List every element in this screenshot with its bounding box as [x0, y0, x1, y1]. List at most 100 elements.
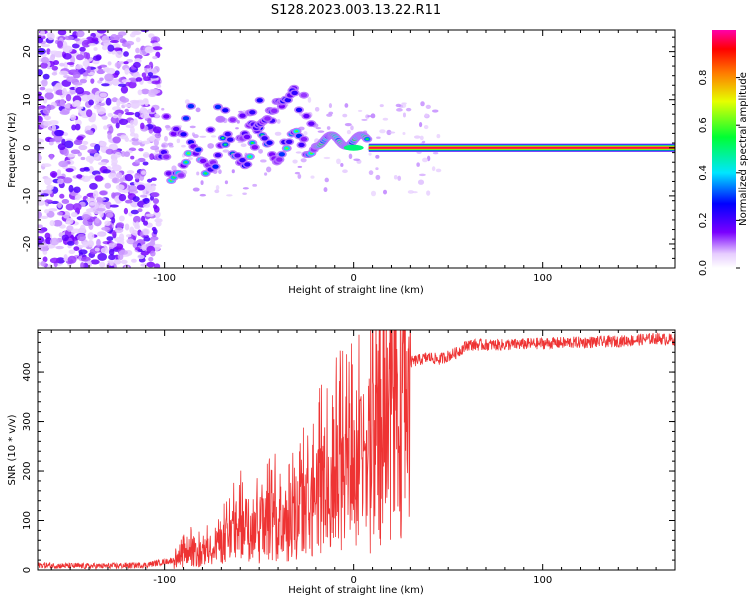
- heatmap-cell: [44, 92, 54, 100]
- heatmap-cell: [423, 125, 429, 130]
- heatmap-cell: [70, 55, 76, 64]
- heatmap-cell: [140, 263, 149, 267]
- heatmap-cell: [81, 175, 91, 182]
- heatmap-cell: [70, 149, 81, 155]
- heatmap-cell: [207, 127, 214, 133]
- heatmap-cell: [57, 211, 63, 216]
- heatmap-cell: [147, 118, 152, 125]
- heatmap-cell: [336, 158, 341, 165]
- heatmap-cell: [106, 212, 114, 218]
- heatmap-cell: [137, 89, 143, 96]
- heatmap-cell: [108, 125, 114, 134]
- heatmap-cell: [342, 169, 348, 174]
- heatmap-cell: [115, 184, 125, 191]
- heatmap-cell: [58, 232, 64, 238]
- colorbar-tick-label: 0.4: [698, 165, 709, 181]
- heatmap-cell: [393, 175, 398, 180]
- heatmap-cell: [163, 154, 170, 160]
- heatmap-cell: [44, 115, 52, 120]
- heatmap-cell: [295, 130, 299, 133]
- heatmap-cell: [121, 79, 131, 83]
- heatmap-cell: [150, 88, 161, 94]
- heatmap-cell: [117, 83, 127, 87]
- heatmap-cell: [102, 169, 111, 174]
- heatmap-cell: [74, 196, 80, 201]
- heatmap-cell: [125, 199, 133, 204]
- heatmap-cell: [137, 254, 145, 260]
- heatmap-cell: [125, 112, 135, 116]
- y-tick-label: 20: [22, 45, 33, 58]
- heatmap-cell: [67, 255, 77, 264]
- snr-panel: -100 0 100 0 100 200 300 400 Height of straight…: [7, 329, 676, 596]
- heatmap-cell: [57, 176, 66, 180]
- heatmap-cell: [148, 256, 154, 262]
- heatmap-cell: [218, 169, 222, 175]
- heatmap-cell: [151, 226, 157, 232]
- heatmap-cell: [53, 60, 60, 66]
- heatmap-cell: [107, 112, 113, 118]
- heatmap-cell: [82, 241, 89, 248]
- heatmap-cell: [39, 86, 46, 91]
- heatmap-cell: [149, 239, 156, 247]
- heatmap-cell: [395, 103, 402, 108]
- snr-series-line: [38, 330, 675, 570]
- heatmap-cell: [210, 135, 217, 138]
- heatmap-cell: [432, 151, 439, 155]
- heatmap-cell: [90, 78, 95, 84]
- heatmap-cell: [142, 76, 151, 82]
- heatmap-cell: [140, 170, 147, 175]
- heatmap-cell: [214, 104, 222, 110]
- heatmap-cell: [81, 94, 90, 102]
- heatmap-cell: [229, 117, 236, 123]
- heatmap-cell: [324, 177, 329, 183]
- heatmap-cell: [129, 119, 135, 126]
- heatmap-cell: [234, 153, 241, 158]
- snr-frame: [37, 329, 676, 571]
- heatmap-cell: [81, 39, 91, 48]
- heatmap-cell: [134, 111, 141, 118]
- heatmap-cell: [187, 157, 193, 160]
- heatmap-cell: [135, 37, 141, 43]
- heatmap-cell: [40, 62, 48, 69]
- heatmap-cell: [256, 98, 263, 103]
- heatmap-cell: [124, 137, 130, 143]
- colorbar-tick-label: 0.0: [698, 260, 709, 276]
- heatmap-cell: [417, 179, 425, 185]
- heatmap-cell: [416, 162, 420, 167]
- heatmap-cell: [76, 106, 84, 110]
- heatmap-cell: [137, 208, 143, 213]
- heatmap-cell: [115, 50, 123, 59]
- heatmap-cell: [177, 173, 185, 178]
- heatmap-cell: [215, 185, 220, 191]
- heatmap-cell: [43, 120, 52, 127]
- heatmap-cell: [160, 149, 168, 155]
- heatmap-cell: [38, 138, 43, 143]
- heatmap-cell: [52, 219, 63, 227]
- heatmap-cell: [195, 147, 202, 152]
- heatmap-cell: [80, 256, 91, 262]
- heatmap-cell: [326, 113, 333, 117]
- x-tick-label: 100: [533, 273, 552, 284]
- heatmap-cell: [126, 238, 135, 244]
- heatmap-cell: [46, 48, 51, 55]
- heatmap-cell: [40, 215, 49, 220]
- heatmap-cell: [326, 126, 331, 130]
- heatmap-cell: [143, 236, 151, 242]
- heatmap-cell: [308, 121, 315, 126]
- heatmap-cell: [239, 113, 246, 118]
- heatmap-cell: [42, 97, 48, 104]
- heatmap-cell: [129, 126, 135, 134]
- heatmap-cell: [125, 82, 131, 87]
- heatmap-cell: [93, 152, 100, 160]
- spectrogram-heatmap: [38, 30, 675, 268]
- heatmap-cell: [375, 167, 379, 171]
- heatmap-band: [368, 147, 675, 149]
- heatmap-cell: [117, 112, 123, 118]
- heatmap-cell: [130, 155, 135, 160]
- heatmap-cell: [276, 119, 281, 124]
- heatmap-cell: [104, 220, 111, 226]
- snr-xlabel: Height of straight line (km): [288, 585, 424, 596]
- heatmap-cell: [97, 161, 108, 166]
- heatmap-cell: [132, 196, 140, 203]
